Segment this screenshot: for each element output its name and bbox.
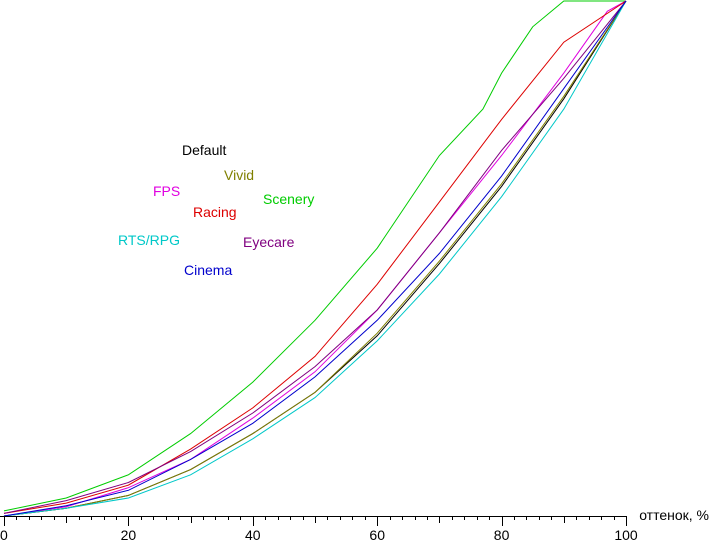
series-line-vivid: [3, 0, 627, 517]
x-axis-title: оттенок, %: [639, 507, 709, 523]
series-line-default: [3, 0, 627, 517]
legend-label-scenery: Scenery: [263, 191, 314, 207]
legend: Default Vivid FPS Scenery Racing RTS/RPG Eyeca…: [118, 142, 314, 278]
x-tick-label: 0: [0, 527, 8, 542]
legend-label-vivid: Vivid: [224, 167, 254, 183]
series-line-cinema: [3, 0, 627, 517]
series-line-eyecare: [3, 0, 627, 514]
series-line-rts-rpg: [3, 0, 627, 517]
series-line-scenery: [3, 0, 626, 512]
legend-label-default: Default: [182, 142, 226, 158]
x-tick-label: 40: [245, 527, 261, 542]
legend-label-racing: Racing: [193, 204, 237, 220]
x-tick-label: 80: [494, 527, 510, 542]
x-tick-label: 60: [369, 527, 385, 542]
x-tick-label: 20: [121, 527, 137, 542]
x-axis: 0 20 40 60 80 100: [0, 516, 638, 542]
legend-label-cinema: Cinema: [184, 262, 232, 278]
series-line-racing: [3, 0, 627, 514]
legend-label-eyecare: Eyecare: [243, 234, 295, 250]
series-layer: [3, 0, 627, 517]
x-tick-label: 100: [614, 527, 638, 542]
legend-label-fps: FPS: [153, 183, 180, 199]
legend-label-rts-rpg: RTS/RPG: [118, 232, 180, 248]
series-line-fps: [3, 0, 627, 517]
